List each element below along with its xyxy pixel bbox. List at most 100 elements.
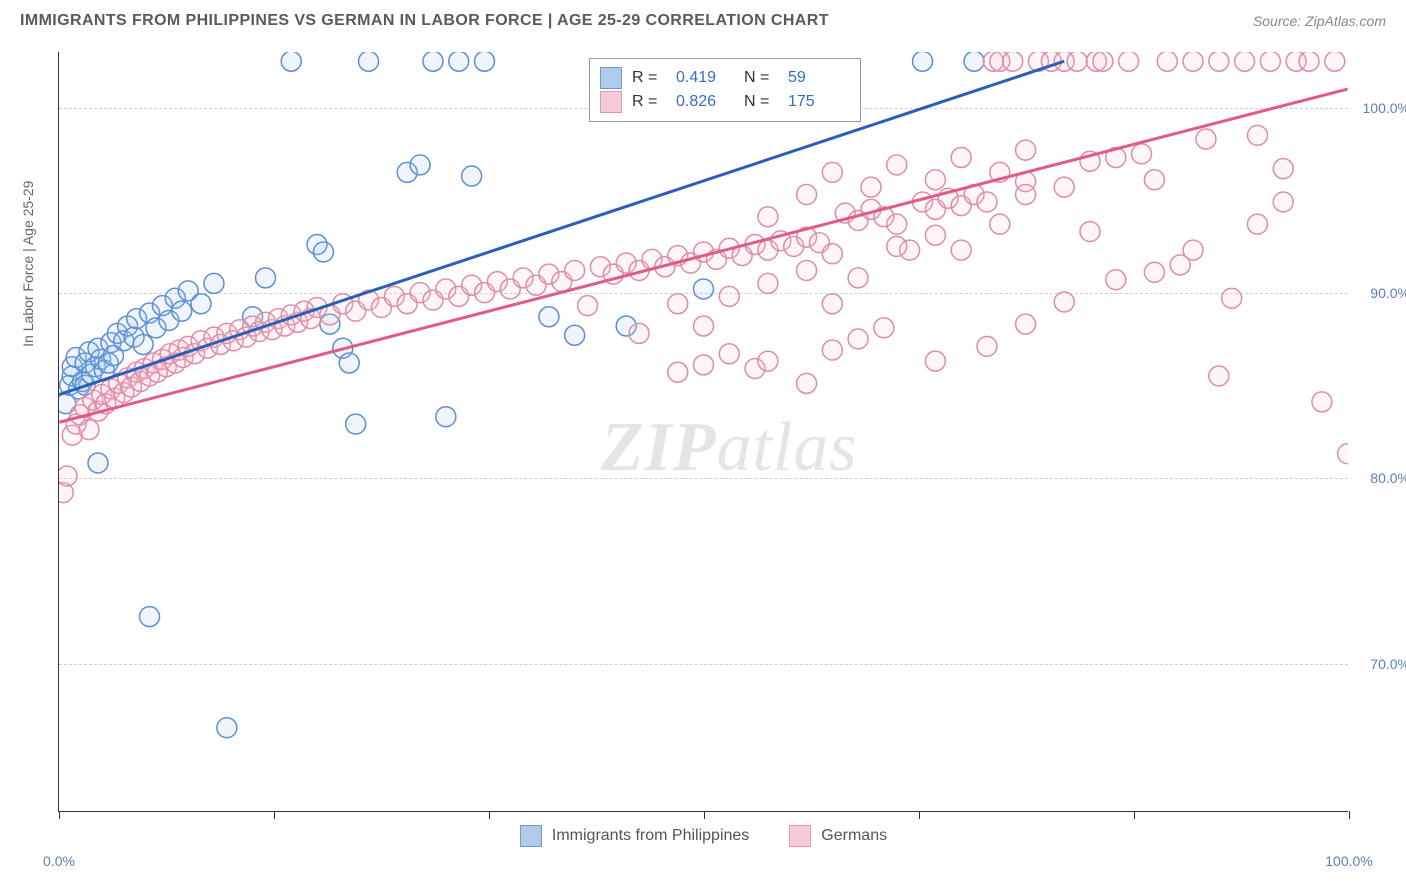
scatter-point-germans	[925, 225, 945, 245]
scatter-point-germans	[204, 327, 224, 347]
scatter-point-germans	[165, 353, 185, 373]
scatter-point-germans	[990, 162, 1010, 182]
scatter-point-germans	[1286, 52, 1306, 71]
scatter-point-germans	[1003, 52, 1023, 71]
scatter-point-germans	[861, 177, 881, 197]
scatter-point-germans	[109, 373, 129, 393]
scatter-point-germans	[88, 401, 108, 421]
trend-line-germans	[59, 89, 1347, 422]
scatter-point-germans	[1235, 52, 1255, 71]
scatter-point-germans	[320, 305, 340, 325]
scatter-point-philippines	[59, 394, 76, 414]
scatter-point-philippines	[913, 52, 933, 71]
scatter-point-germans	[185, 344, 205, 364]
scatter-point-germans	[1144, 262, 1164, 282]
scatter-point-philippines	[178, 281, 198, 301]
scatter-point-germans	[140, 366, 160, 386]
swatch-philippines	[600, 67, 622, 89]
scatter-point-germans	[668, 294, 688, 314]
scatter-point-germans	[1016, 314, 1036, 334]
scatter-point-germans	[127, 362, 147, 382]
legend-row-philippines: R = 0.419 N = 59	[600, 67, 846, 89]
scatter-point-germans	[1144, 170, 1164, 190]
scatter-point-germans	[1054, 52, 1074, 71]
scatter-point-germans	[990, 214, 1010, 234]
scatter-point-germans	[1106, 270, 1126, 290]
scatter-point-philippines	[410, 155, 430, 175]
scatter-point-germans	[848, 329, 868, 349]
scatter-point-philippines	[75, 353, 95, 373]
scatter-point-philippines	[397, 162, 417, 182]
scatter-point-germans	[230, 320, 250, 340]
scatter-point-germans	[797, 227, 817, 247]
scatter-point-philippines	[98, 353, 118, 373]
scatter-point-germans	[1273, 159, 1293, 179]
scatter-point-germans	[147, 362, 167, 382]
scatter-point-philippines	[88, 453, 108, 473]
x-tick	[489, 811, 490, 819]
scatter-point-germans	[1183, 52, 1203, 71]
scatter-point-germans	[758, 240, 778, 260]
scatter-point-germans	[449, 286, 469, 306]
scatter-point-philippines	[165, 288, 185, 308]
scatter-point-germans	[1325, 52, 1345, 71]
scatter-point-germans	[160, 344, 180, 364]
scatter-point-germans	[1016, 172, 1036, 192]
scatter-point-philippines	[191, 294, 211, 314]
scatter-point-germans	[758, 273, 778, 293]
scatter-point-germans	[191, 331, 211, 351]
swatch-germans	[600, 91, 622, 113]
scatter-point-germans	[96, 394, 116, 414]
scatter-point-philippines	[75, 375, 95, 395]
scatter-point-philippines	[243, 307, 263, 327]
x-tick-label: 0.0%	[43, 853, 75, 869]
scatter-point-philippines	[475, 52, 495, 71]
scatter-point-germans	[59, 466, 77, 486]
scatter-svg-layer	[59, 52, 1348, 811]
scatter-point-germans	[275, 316, 295, 336]
scatter-point-germans	[977, 192, 997, 212]
source-attribution: Source: ZipAtlas.com	[1253, 13, 1386, 29]
x-tick	[59, 811, 60, 819]
scatter-point-germans	[83, 390, 103, 410]
y-tick-label: 100.0%	[1363, 100, 1406, 116]
correlation-legend: R = 0.419 N = 59 R = 0.826 N = 175	[589, 58, 861, 122]
scatter-point-germans	[809, 233, 829, 253]
scatter-point-germans	[255, 312, 275, 332]
scatter-point-philippines	[217, 718, 237, 738]
scatter-point-germans	[874, 207, 894, 227]
scatter-point-germans	[874, 318, 894, 338]
scatter-point-germans	[1338, 444, 1348, 464]
scatter-point-germans	[925, 351, 945, 371]
swatch-germans-icon	[789, 825, 811, 847]
scatter-point-philippines	[436, 407, 456, 427]
scatter-point-germans	[983, 52, 1003, 71]
scatter-point-germans	[59, 483, 73, 503]
scatter-point-germans	[178, 336, 198, 356]
scatter-point-germans	[629, 260, 649, 280]
scatter-point-germans	[565, 260, 585, 280]
scatter-point-philippines	[152, 296, 172, 316]
scatter-point-germans	[822, 162, 842, 182]
scatter-point-philippines	[423, 52, 443, 71]
scatter-point-philippines	[339, 353, 359, 373]
scatter-point-germans	[131, 372, 151, 392]
scatter-point-philippines	[60, 375, 80, 395]
scatter-point-germans	[590, 257, 610, 277]
scatter-point-germans	[1041, 52, 1061, 71]
scatter-point-germans	[262, 320, 282, 340]
scatter-point-germans	[217, 323, 237, 343]
scatter-point-germans	[797, 185, 817, 205]
scatter-point-germans	[745, 359, 765, 379]
scatter-point-philippines	[281, 52, 301, 71]
scatter-point-germans	[249, 322, 269, 342]
scatter-point-germans	[513, 268, 533, 288]
scatter-point-philippines	[127, 309, 147, 329]
scatter-point-germans	[758, 207, 778, 227]
scatter-point-germans	[1054, 177, 1074, 197]
scatter-point-germans	[1157, 52, 1177, 71]
scatter-point-germans	[118, 368, 138, 388]
scatter-point-germans	[152, 349, 172, 369]
scatter-point-philippines	[449, 52, 469, 71]
scatter-point-germans	[1067, 52, 1087, 71]
